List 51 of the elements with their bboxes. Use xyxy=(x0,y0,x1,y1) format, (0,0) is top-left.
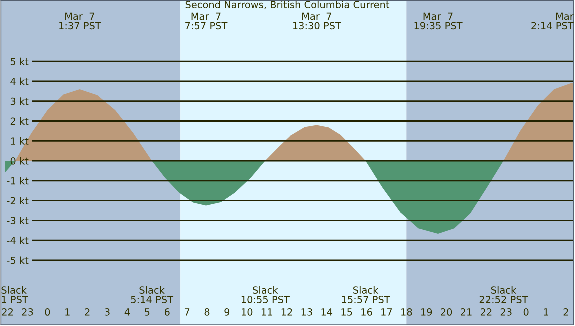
annotation: Slack 22:52 PST xyxy=(480,286,528,304)
x-tick-label: 10 xyxy=(242,308,253,316)
x-tick-label: 6 xyxy=(164,308,170,316)
x-tick-label: 5 xyxy=(145,308,150,316)
x-tick-label: 0 xyxy=(524,308,529,316)
y-tick-label: -2 kt xyxy=(7,197,29,204)
x-tick-label: 14 xyxy=(322,308,333,316)
x-tick-label: 16 xyxy=(362,308,372,316)
annotation: Slack 10:55 PST xyxy=(242,286,290,304)
x-tick-label: 22 xyxy=(2,308,14,316)
y-tick-label: 3 kt xyxy=(10,98,29,106)
annotation: Mar 7 13:30 PST xyxy=(293,12,342,30)
annotation: Slack 1 PST xyxy=(2,286,28,304)
x-tick-label: 3 xyxy=(105,308,110,316)
x-tick-label: 23 xyxy=(500,308,512,316)
chart-title: Second Narrows, British Columbia Current xyxy=(186,0,390,10)
y-tick-label: 5 kt xyxy=(10,58,29,66)
x-tick-label: 18 xyxy=(402,308,412,316)
annotation: Mar 7 19:35 PST xyxy=(414,12,463,30)
x-tick-label: 1 xyxy=(544,308,548,316)
x-tick-label: 13 xyxy=(302,308,312,316)
annotation: Mar 7 7:57 PST xyxy=(186,12,228,30)
x-tick-label: 9 xyxy=(224,308,230,316)
x-tick-label: 8 xyxy=(204,308,210,316)
y-tick-label: 1 kt xyxy=(11,137,29,145)
x-tick-label: 11 xyxy=(262,308,272,316)
x-tick-label: 19 xyxy=(421,308,432,316)
y-tick-label: 0 kt xyxy=(10,157,29,165)
annotation: Slack 15:57 PST xyxy=(342,286,390,304)
x-tick-label: 17 xyxy=(382,308,392,316)
x-tick-label: 4 xyxy=(124,308,130,316)
y-tick-label: -3 kt xyxy=(7,216,29,224)
x-tick-label: 23 xyxy=(22,308,34,316)
x-tick-label: 1 xyxy=(66,308,70,316)
y-tick-label: -4 kt xyxy=(7,236,29,244)
y-tick-label: 4 kt xyxy=(10,78,29,86)
x-tick-label: 22 xyxy=(480,308,492,316)
x-tick-label: 0 xyxy=(45,308,50,316)
x-tick-label: 12 xyxy=(282,308,292,316)
y-tick-label: -5 kt xyxy=(7,256,29,264)
annotation: Slack 5:14 PST xyxy=(131,286,174,304)
x-tick-label: 15 xyxy=(342,308,352,316)
annotation: Mar 2:14 PST xyxy=(532,12,574,30)
x-tick-label: 20 xyxy=(441,308,452,316)
x-tick-label: 2 xyxy=(85,308,90,316)
annotation: Mar 7 1:37 PST xyxy=(60,12,102,30)
x-tick-label: 7 xyxy=(184,308,190,316)
x-tick-label: 21 xyxy=(461,308,472,316)
x-tick-label: 2 xyxy=(564,308,568,316)
y-tick-label: 2 kt xyxy=(10,118,29,125)
y-tick-label: -1 kt xyxy=(7,177,29,185)
